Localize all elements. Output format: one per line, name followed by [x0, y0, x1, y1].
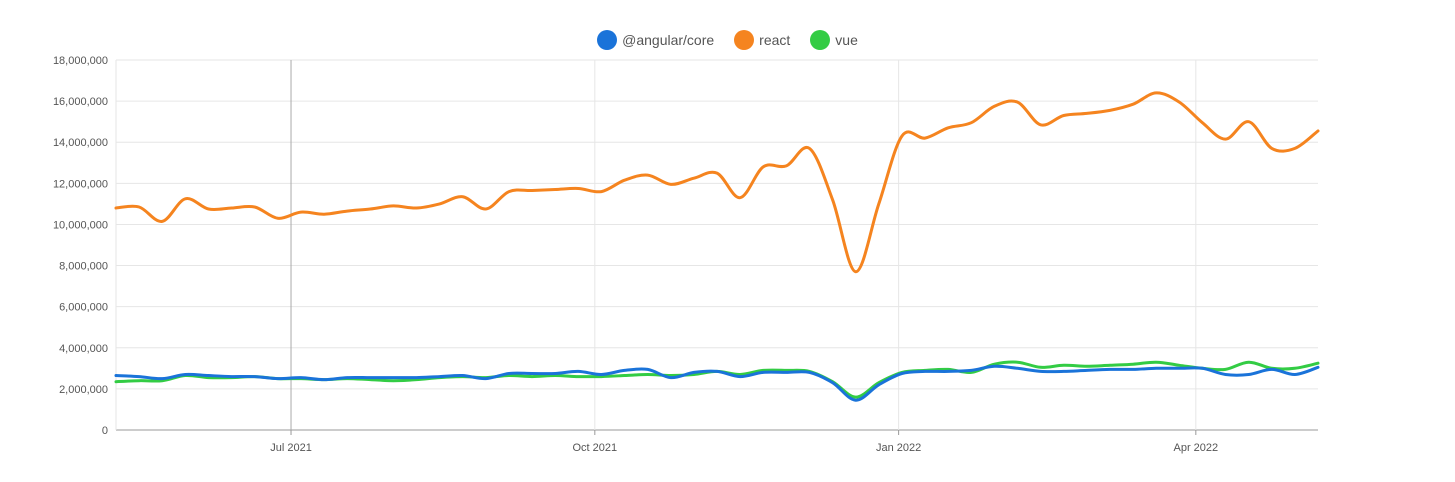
x-tick-label: Jan 2022	[876, 442, 921, 454]
x-tick-label: Jul 2021	[270, 442, 312, 454]
y-tick-label: 16,000,000	[53, 96, 108, 108]
legend-swatch-vue	[810, 30, 831, 50]
y-tick-label: 14,000,000	[53, 137, 108, 149]
series-line-react	[114, 91, 1320, 274]
chart-legend: @angular/core react vue	[0, 30, 1455, 50]
y-tick-label: 8,000,000	[59, 261, 108, 273]
series-line-vue	[114, 360, 1320, 399]
y-tick-label: 18,000,000	[53, 55, 108, 67]
x-tick-label: Apr 2022	[1173, 442, 1218, 454]
series-line-angular-core	[114, 364, 1320, 402]
y-tick-label: 0	[102, 425, 108, 437]
legend-label-react: react	[759, 32, 791, 48]
legend-item-angular[interactable]: @angular/core	[597, 30, 714, 50]
y-tick-label: 4,000,000	[59, 343, 108, 355]
y-tick-label: 10,000,000	[53, 219, 108, 231]
legend-label-angular: @angular/core	[622, 32, 715, 48]
legend-swatch-angular	[597, 30, 618, 50]
y-tick-label: 12,000,000	[53, 178, 108, 190]
y-tick-label: 2,000,000	[59, 384, 108, 396]
legend-item-react[interactable]: react	[734, 30, 790, 50]
legend-item-vue[interactable]: vue	[810, 30, 858, 50]
legend-label-vue: vue	[835, 32, 858, 48]
y-tick-label: 6,000,000	[59, 302, 108, 314]
x-tick-label: Oct 2021	[572, 442, 617, 454]
legend-swatch-react	[734, 30, 755, 50]
